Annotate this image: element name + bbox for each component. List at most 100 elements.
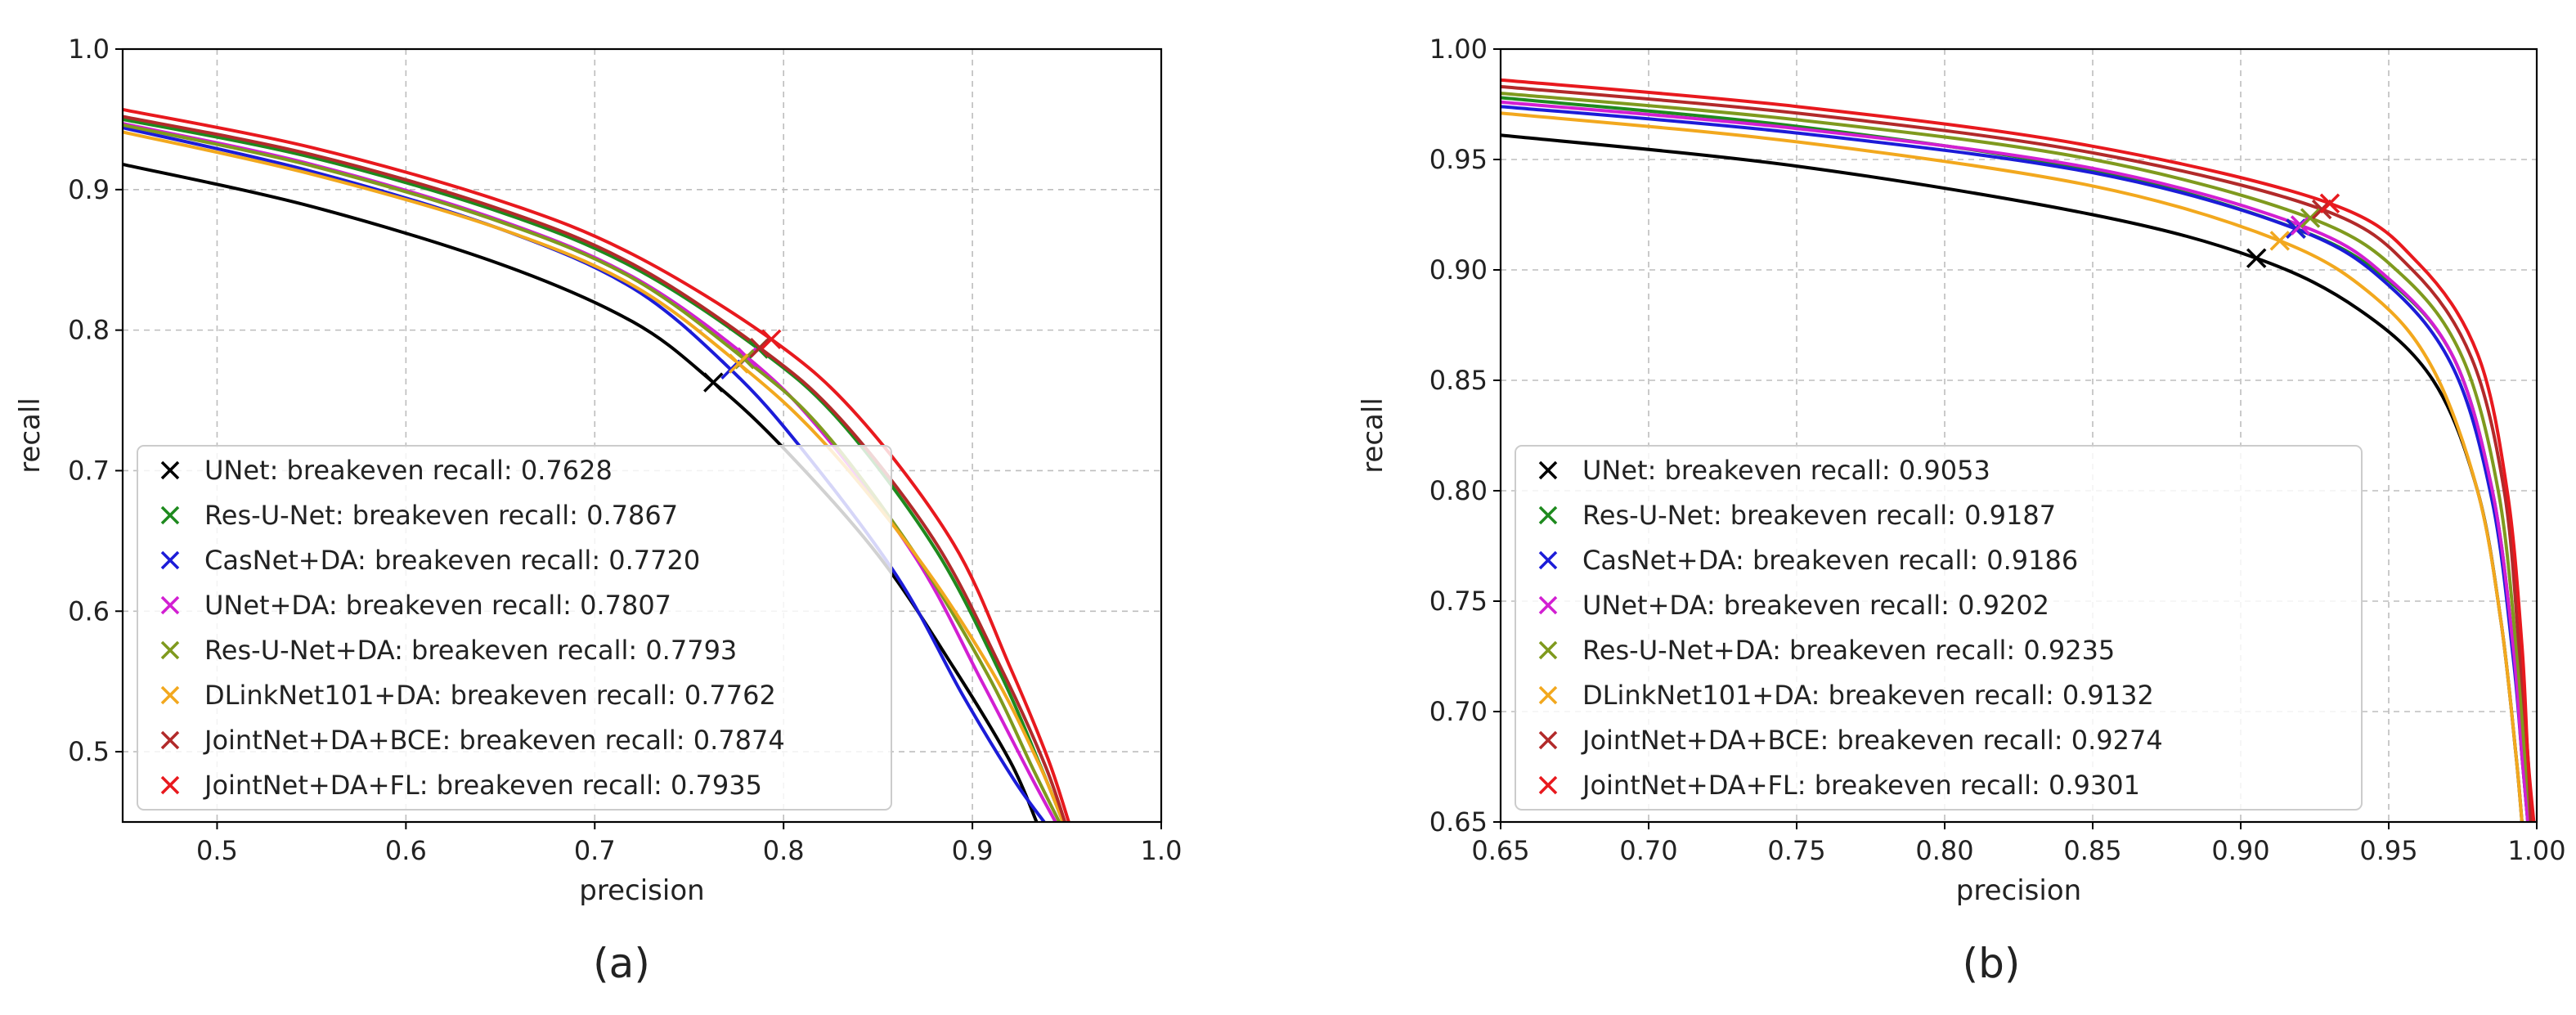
y-axis-label: recall	[14, 397, 47, 474]
plot-frame	[1499, 47, 2538, 824]
legend-item: Res-U-Net+DA: breakeven recall: 0.9235	[1538, 635, 2115, 666]
legend-item: Res-U-Net: breakeven recall: 0.9187	[1538, 500, 2056, 531]
y-tick-label: 0.90	[1429, 254, 1488, 285]
y-tick-label: 0.75	[1429, 586, 1488, 617]
breakeven-marker-jointnet-da-bce	[749, 338, 770, 358]
legend-item: UNet: breakeven recall: 0.9053	[1538, 455, 1990, 486]
legend-label: JointNet+DA+FL: breakeven recall: 0.9301	[1581, 770, 2140, 801]
legend-label: CasNet+DA: breakeven recall: 0.7720	[204, 545, 700, 576]
legend-marker	[1538, 550, 1558, 570]
x-tick-label: 1.0	[1141, 835, 1183, 866]
panel-caption: (b)	[1963, 940, 2021, 987]
legend-item: Res-U-Net: breakeven recall: 0.7867	[160, 500, 678, 531]
legend-box	[137, 445, 892, 811]
legend-label: JointNet+DA+BCE: breakeven recall: 0.927…	[1581, 725, 2163, 756]
curve-dlinknet101-da	[1500, 111, 2524, 823]
breakeven-marker-unet-da	[2290, 215, 2311, 236]
y-tick-label: 0.9	[68, 174, 110, 205]
y-tick-label: 0.8	[68, 315, 110, 346]
panel-caption: (a)	[593, 940, 650, 987]
legend-marker	[160, 550, 180, 570]
legend-label: JointNet+DA+FL: breakeven recall: 0.7935	[203, 770, 762, 801]
y-tick-label: 0.5	[68, 736, 110, 767]
legend-marker	[1538, 640, 1558, 660]
curve-unet-da	[1500, 100, 2530, 823]
breakeven-marker-unet	[2246, 248, 2267, 268]
legend-box	[1515, 445, 2363, 811]
legend-marker	[160, 640, 180, 660]
legend-label: DLinkNet101+DA: breakeven recall: 0.9132	[1582, 680, 2154, 711]
legend-item: JointNet+DA+BCE: breakeven recall: 0.927…	[1538, 725, 2163, 756]
legend: UNet: breakeven recall: 0.7628 Res-U-Net:…	[137, 445, 892, 811]
panel-b: 0.65 0.70 0.75 0.80 0.85 0.90 0.95 1.00 0.65 0.70…	[1357, 34, 2566, 987]
x-tick-label: 1.00	[2507, 835, 2565, 866]
curve-jointnet-da-bce	[1500, 84, 2533, 823]
curves	[1500, 78, 2536, 823]
legend-label: DLinkNet101+DA: breakeven recall: 0.7762	[204, 680, 776, 711]
legend-label: Res-U-Net+DA: breakeven recall: 0.7793	[204, 635, 737, 666]
plot-frame	[121, 47, 1163, 824]
legend-marker	[1538, 460, 1558, 480]
breakeven-marker-dlinknet101-da	[2269, 231, 2291, 251]
x-tick-label: 0.85	[2063, 835, 2121, 866]
x-axis-label: precision	[1956, 874, 2081, 907]
legend-marker	[160, 685, 180, 705]
y-tick-label: 1.00	[1429, 34, 1488, 65]
legend-label: UNet+DA: breakeven recall: 0.9202	[1582, 590, 2049, 621]
y-tick-label: 0.7	[68, 455, 110, 486]
legend-item: DLinkNet101+DA: breakeven recall: 0.7762	[160, 680, 776, 711]
legend-marker	[1538, 775, 1558, 795]
breakeven-marker-jointnet-da-fl	[2319, 193, 2340, 213]
legend-marker	[160, 595, 180, 615]
panel-a: 0.5 0.6 0.7 0.8 0.9 1.0 0.5 0.6 0.7 0.8 0.9 1.0 prec…	[14, 34, 1182, 987]
x-tick-label: 0.6	[385, 835, 427, 866]
x-tick-label: 0.8	[763, 835, 805, 866]
legend-label: CasNet+DA: breakeven recall: 0.9186	[1582, 545, 2078, 576]
y-axis-label: recall	[1357, 397, 1389, 474]
x-tick-label: 0.65	[1471, 835, 1529, 866]
legend-label: Res-U-Net: breakeven recall: 0.7867	[204, 500, 678, 531]
y-tick-label: 1.0	[68, 34, 110, 65]
legend-item: UNet: breakeven recall: 0.7628	[160, 455, 613, 486]
legend-marker	[160, 730, 180, 750]
legend-item: JointNet+DA+FL: breakeven recall: 0.7935	[160, 770, 762, 801]
legend-item: UNet+DA: breakeven recall: 0.7807	[160, 590, 671, 621]
legend-item: CasNet+DA: breakeven recall: 0.9186	[1538, 545, 2078, 576]
legend-marker	[1538, 685, 1558, 705]
legend-item: CasNet+DA: breakeven recall: 0.7720	[160, 545, 700, 576]
x-tick-label: 0.75	[1767, 835, 1825, 866]
legend-label: Res-U-Net+DA: breakeven recall: 0.9235	[1582, 635, 2115, 666]
legend-item: UNet+DA: breakeven recall: 0.9202	[1538, 590, 2049, 621]
gridlines	[1501, 49, 2537, 822]
legend-label: Res-U-Net: breakeven recall: 0.9187	[1582, 500, 2056, 531]
y-tick-label: 0.70	[1429, 696, 1488, 727]
legend-marker	[1538, 595, 1558, 615]
y-tick-label: 0.85	[1429, 365, 1488, 396]
legend-marker	[1538, 730, 1558, 750]
breakeven-marker-jointnet-da-fl	[761, 329, 782, 350]
x-tick-label: 0.95	[2359, 835, 2417, 866]
breakeven-markers	[2246, 193, 2340, 268]
legend-label: UNet+DA: breakeven recall: 0.7807	[204, 590, 671, 621]
breakeven-markers	[703, 329, 782, 393]
legend-item: JointNet+DA+BCE: breakeven recall: 0.787…	[160, 725, 785, 756]
y-tick-label: 0.65	[1429, 806, 1488, 838]
y-tick-label: 0.6	[68, 595, 110, 627]
legend-marker	[160, 460, 180, 480]
ticks: 0.5 0.6 0.7 0.8 0.9 1.0 0.5 0.6 0.7 0.8 0.9 1.0	[68, 34, 1182, 866]
ticks: 0.65 0.70 0.75 0.80 0.85 0.90 0.95 1.00 0.65 0.70…	[1429, 34, 2566, 866]
x-tick-label: 0.90	[2211, 835, 2269, 866]
legend: UNet: breakeven recall: 0.9053 Res-U-Net:…	[1515, 445, 2363, 811]
breakeven-marker-unet	[703, 372, 724, 393]
legend-label: JointNet+DA+BCE: breakeven recall: 0.787…	[203, 725, 785, 756]
legend-marker	[1538, 505, 1558, 525]
x-tick-label: 0.5	[196, 835, 238, 866]
x-tick-label: 0.9	[952, 835, 994, 866]
breakeven-marker-res-u-net-da	[2300, 208, 2321, 228]
y-tick-label: 0.80	[1429, 475, 1488, 506]
legend-marker	[160, 505, 180, 525]
legend-marker	[160, 775, 180, 795]
x-axis-label: precision	[579, 874, 704, 907]
x-tick-label: 0.7	[574, 835, 616, 866]
